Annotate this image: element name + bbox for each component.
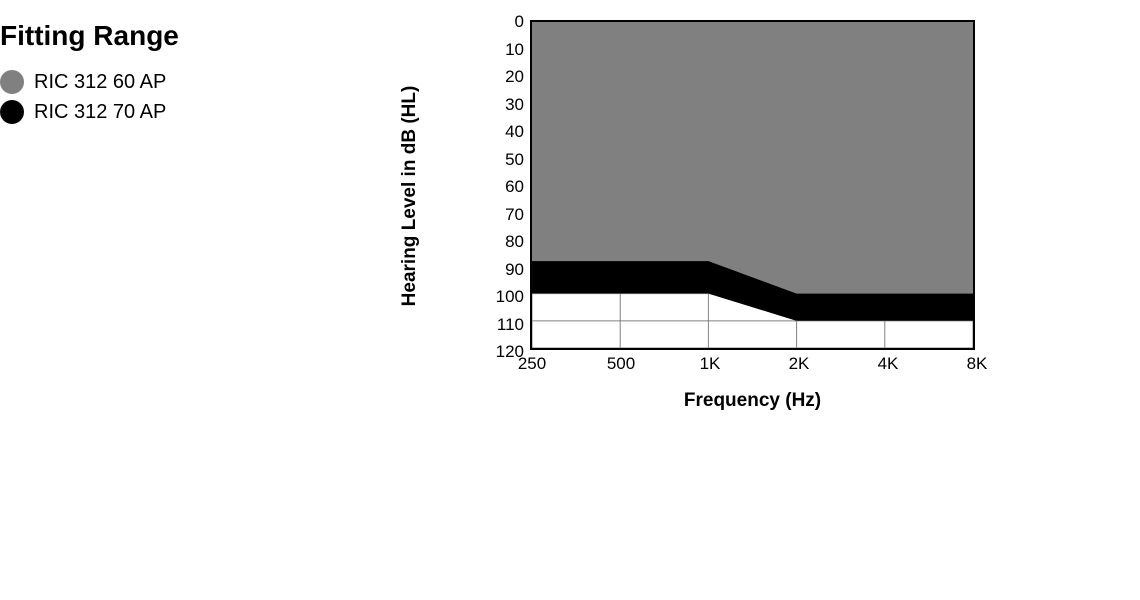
legend-item: RIC 312 60 AP bbox=[0, 70, 179, 94]
y-tick-label: 90 bbox=[505, 260, 532, 280]
legend: Fitting Range RIC 312 60 AP RIC 312 70 AP bbox=[0, 20, 179, 130]
legend-title: Fitting Range bbox=[0, 20, 179, 52]
series-fill bbox=[532, 22, 973, 294]
y-tick-label: 110 bbox=[497, 315, 532, 335]
y-tick-label: 80 bbox=[505, 232, 532, 252]
x-tick-label: 1K bbox=[700, 348, 721, 374]
y-tick-label: 70 bbox=[505, 205, 532, 225]
legend-item: RIC 312 70 AP bbox=[0, 100, 179, 124]
x-axis-title: Frequency (Hz) bbox=[663, 390, 843, 412]
x-tick-label: 250 bbox=[518, 348, 546, 374]
y-tick-label: 10 bbox=[505, 40, 532, 60]
chart-fills bbox=[532, 22, 973, 348]
y-tick-label: 0 bbox=[515, 12, 532, 32]
legend-swatch bbox=[0, 70, 24, 94]
audiogram-chart: Hearing Level in dB (HL) 010203040506070… bbox=[430, 10, 1015, 430]
legend-label: RIC 312 70 AP bbox=[34, 101, 166, 124]
x-tick-label: 2K bbox=[789, 348, 810, 374]
x-tick-label: 4K bbox=[878, 348, 899, 374]
y-tick-label: 40 bbox=[505, 122, 532, 142]
x-tick-label: 500 bbox=[607, 348, 635, 374]
legend-label: RIC 312 60 AP bbox=[34, 71, 166, 94]
y-tick-label: 100 bbox=[496, 287, 532, 307]
y-tick-label: 60 bbox=[505, 177, 532, 197]
y-tick-label: 20 bbox=[505, 67, 532, 87]
x-tick-label: 8K bbox=[967, 348, 988, 374]
plot-area: 0102030405060708090100110120 2505001K2K4… bbox=[530, 20, 975, 350]
y-tick-label: 30 bbox=[505, 95, 532, 115]
legend-swatch bbox=[0, 100, 24, 124]
y-axis-title: Hearing Level in dB (HL) bbox=[399, 66, 421, 326]
y-tick-label: 50 bbox=[505, 150, 532, 170]
